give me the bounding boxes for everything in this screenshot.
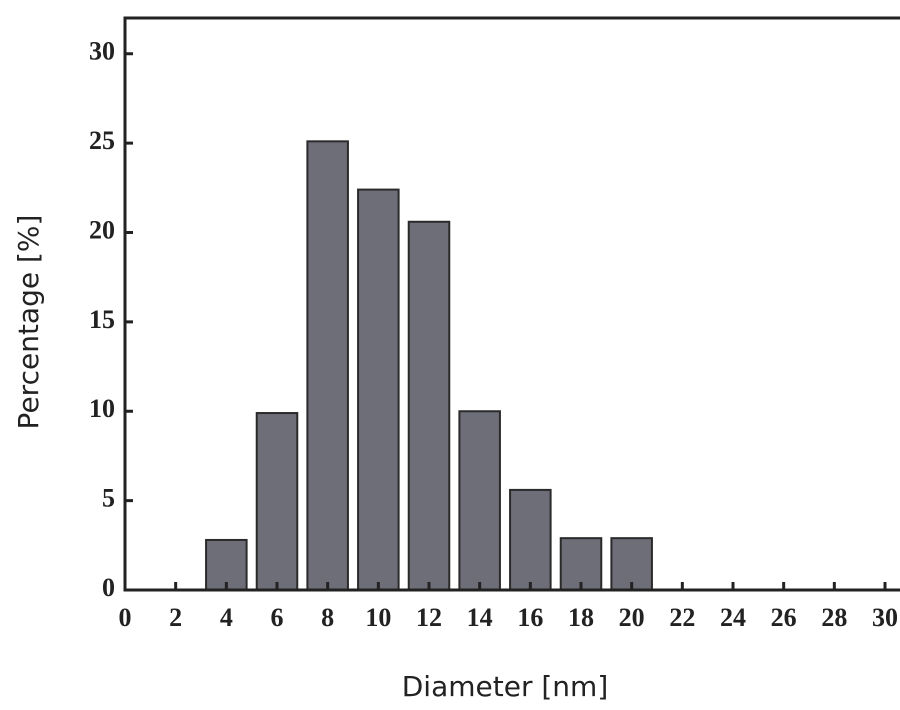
y-tick-label: 10 xyxy=(89,394,115,423)
plot-frame xyxy=(123,16,900,592)
x-tick-label: 16 xyxy=(517,603,543,632)
y-tick-label: 30 xyxy=(89,37,115,66)
x-tick-label: 14 xyxy=(467,603,493,632)
x-tick-label: 0 xyxy=(119,603,132,632)
y-axis-label: Percentage [%] xyxy=(12,215,45,430)
x-tick-label: 22 xyxy=(669,603,695,632)
y-tick-label: 0 xyxy=(102,573,115,602)
x-axis-label: Diameter [nm] xyxy=(402,670,609,703)
x-tick-label: 24 xyxy=(720,603,746,632)
x-tick-label: 18 xyxy=(568,603,594,632)
bar xyxy=(458,410,501,591)
y-tick-label: 20 xyxy=(89,215,115,244)
x-tick-label: 20 xyxy=(619,603,645,632)
x-tick-label: 12 xyxy=(416,603,442,632)
bar xyxy=(357,188,400,591)
x-tick-label: 26 xyxy=(771,603,797,632)
x-tick-label: 10 xyxy=(365,603,391,632)
bar xyxy=(509,488,552,591)
x-tick-label: 2 xyxy=(169,603,182,632)
x-tick-label: 28 xyxy=(821,603,847,632)
x-tick-label: 8 xyxy=(321,603,334,632)
y-tick-label: 25 xyxy=(89,126,115,155)
bar xyxy=(407,220,451,591)
bar xyxy=(306,140,349,591)
y-tick-label: 15 xyxy=(89,305,115,334)
bar xyxy=(255,412,299,591)
x-tick-label: 30 xyxy=(872,603,898,632)
x-tick-label: 4 xyxy=(220,603,233,632)
y-tick-label: 5 xyxy=(102,484,115,513)
x-tick-label: 6 xyxy=(271,603,284,632)
